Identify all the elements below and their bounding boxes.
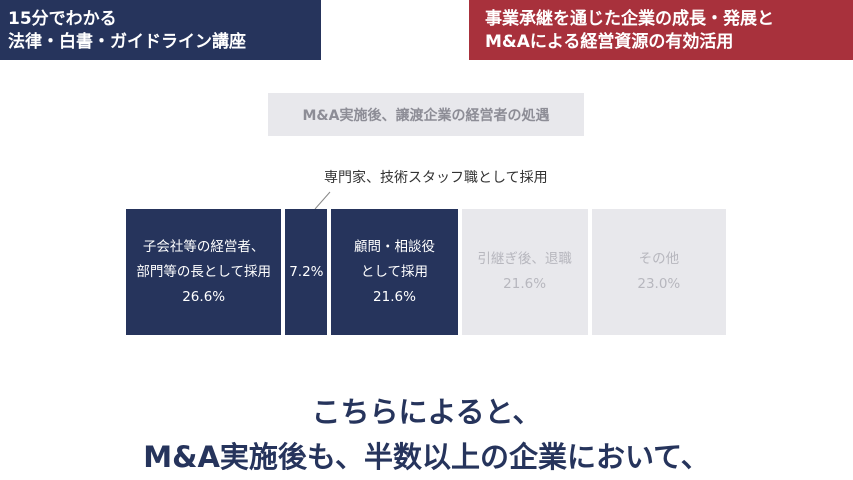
topic-title-line-1: 事業承継を通じた企業の成長・発展と [485,9,774,29]
segment-label: 引継ぎ後、退職 [477,251,572,267]
topic-title-banner: 事業承継を通じた企業の成長・発展と M&Aによる経営資源の有効活用 [469,0,853,60]
series-title-banner: 15分でわかる 法律・白書・ガイドライン講座 [0,0,321,60]
segment-label: 顧問・相談役 [353,238,435,255]
series-title-line-2: 法律・白書・ガイドライン講座 [8,32,246,52]
bar-segment: 子会社等の経営者、 部門等の長として採用 26.6% [126,209,282,335]
segment-label: 部門等の長として採用 [136,263,271,280]
segment-value-label: 7.2% [289,263,324,280]
segment-label: 子会社等の経営者、 [142,238,265,255]
series-title-line-1: 15分でわかる [8,9,117,29]
segment-label: として採用 [360,263,429,280]
segment-value-label: 26.6% [182,288,226,305]
chart-title: M&A実施後、譲渡企業の経営者の処遇 [268,93,584,136]
conclusion-line-2: M&A実施後も、半数以上の企業において、 [143,440,710,474]
bar-segment: 顧問・相談役 として採用 21.6% [331,209,458,335]
segment-value-label: 21.6% [373,288,416,305]
segment-value-label: 23.0% [637,276,681,292]
conclusion-line-1: こちらによると、 [311,395,542,429]
topic-title-line-2: M&Aによる経営資源の有効活用 [485,32,734,52]
bar-segment: その他 23.0% [591,209,726,335]
segment-label: その他 [638,251,680,267]
segment-value-label: 21.6% [503,276,547,292]
bar-segment: 引継ぎ後、退職 21.6% [461,209,588,335]
bar-segment: 7.2% [285,209,328,335]
segment-callout-label: 専門家、技術スタッフ職として採用 [324,170,548,186]
